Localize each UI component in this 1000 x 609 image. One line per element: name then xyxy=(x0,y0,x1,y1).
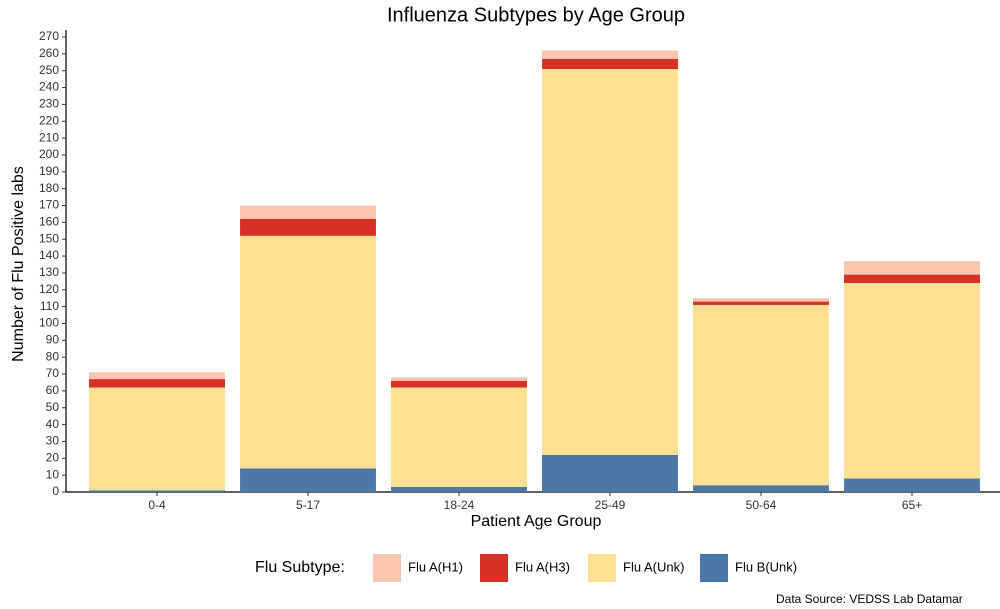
y-tick-label: 160 xyxy=(39,215,59,229)
y-tick-label: 40 xyxy=(46,417,60,431)
legend-key xyxy=(480,554,508,582)
bar-segment xyxy=(89,372,225,380)
bar-segment xyxy=(542,69,678,455)
y-tick-label: 180 xyxy=(39,181,59,195)
y-tick-label: 100 xyxy=(39,316,59,330)
x-tick-label: 25-49 xyxy=(595,498,626,512)
y-tick-label: 120 xyxy=(39,282,59,296)
bar-segment xyxy=(542,50,678,59)
x-tick-label: 0-4 xyxy=(148,498,166,512)
chart-title: Influenza Subtypes by Age Group xyxy=(387,4,685,26)
bar-segment xyxy=(240,205,376,219)
bar-segment xyxy=(240,219,376,236)
bar-segment xyxy=(844,274,980,284)
y-tick-label: 10 xyxy=(46,467,60,481)
bar-segment xyxy=(844,261,980,275)
legend-key xyxy=(373,554,401,582)
bar-segment xyxy=(693,485,829,492)
y-tick-label: 80 xyxy=(46,349,60,363)
y-tick-label: 270 xyxy=(39,29,59,43)
y-tick-label: 170 xyxy=(39,198,59,212)
bar-segment xyxy=(240,468,376,492)
x-axis-title: Patient Age Group xyxy=(471,513,602,530)
y-tick-label: 200 xyxy=(39,147,59,161)
legend-label: Flu A(H3) xyxy=(515,559,570,574)
bar-segment xyxy=(89,379,225,388)
bar-segment xyxy=(391,377,527,381)
y-tick-label: 260 xyxy=(39,46,59,60)
y-tick-label: 110 xyxy=(40,299,59,313)
y-tick-label: 60 xyxy=(46,383,60,397)
x-tick-label: 5-17 xyxy=(296,498,320,512)
y-tick-label: 150 xyxy=(39,231,59,245)
legend-title: Flu Subtype: xyxy=(255,559,345,576)
y-tick-label: 50 xyxy=(46,400,60,414)
bar-segment xyxy=(844,478,980,492)
y-tick-label: 140 xyxy=(39,248,59,262)
y-axis-title: Number of Flu Positive labs xyxy=(10,166,27,362)
y-tick-label: 230 xyxy=(39,97,59,111)
caption: Data Source: VEDSS Lab Datamar xyxy=(776,592,963,606)
bar-segment xyxy=(693,301,829,305)
legend-key xyxy=(700,554,728,582)
y-tick-label: 0 xyxy=(52,484,59,498)
bar-segment xyxy=(542,454,678,492)
y-tick-label: 220 xyxy=(39,113,59,127)
y-tick-label: 30 xyxy=(46,434,60,448)
legend-label: Flu A(Unk) xyxy=(623,559,684,574)
bar-segment xyxy=(391,486,527,492)
legend-key xyxy=(588,554,616,582)
y-tick-label: 20 xyxy=(46,450,60,464)
y-tick-label: 240 xyxy=(39,80,59,94)
bar-segment xyxy=(693,304,829,486)
bar-segment xyxy=(89,490,225,492)
x-tick-label: 50-64 xyxy=(746,498,777,512)
legend-label: Flu A(H1) xyxy=(408,559,463,574)
y-tick-label: 90 xyxy=(46,333,60,347)
y-tick-label: 210 xyxy=(39,130,59,144)
bar-segment xyxy=(391,380,527,388)
bar-segment xyxy=(89,387,225,491)
bar-segment xyxy=(240,235,376,469)
legend-label: Flu B(Unk) xyxy=(735,559,797,574)
x-tick-label: 65+ xyxy=(902,498,922,512)
y-tick-label: 250 xyxy=(39,63,59,77)
bar-segment xyxy=(844,283,980,479)
bar-segment xyxy=(693,298,829,302)
y-tick-label: 190 xyxy=(39,164,59,178)
y-tick-label: 130 xyxy=(39,265,59,279)
x-tick-label: 18-24 xyxy=(444,498,475,512)
y-tick-label: 70 xyxy=(46,366,60,380)
bar-segment xyxy=(391,387,527,487)
bar-segment xyxy=(542,58,678,70)
